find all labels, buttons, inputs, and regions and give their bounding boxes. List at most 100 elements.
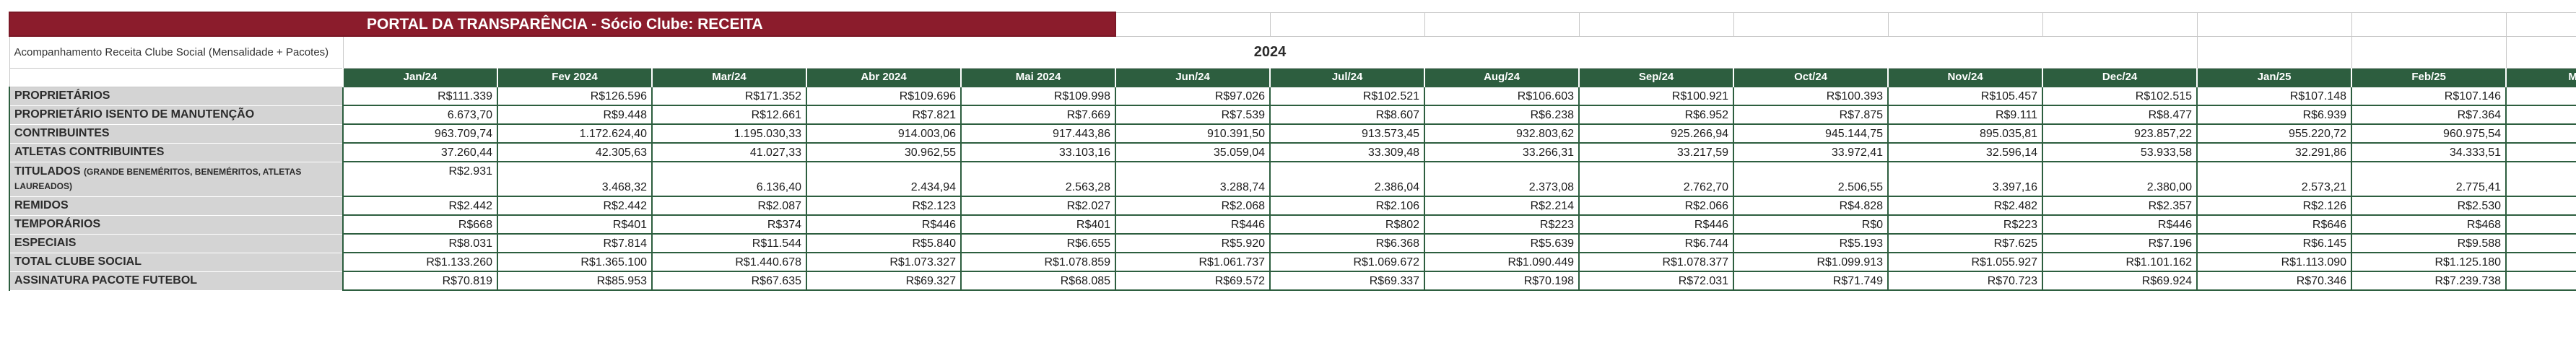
value-cell: R$1.125.180 xyxy=(2351,252,2507,272)
value-cell: R$70.819 xyxy=(342,271,498,291)
value-cell: R$8.607 xyxy=(1269,105,1426,125)
value-cell: R$100.921 xyxy=(1578,86,1735,106)
value-cell: R$102.521 xyxy=(1269,86,1426,106)
table-row: TEMPORÁRIOS R$668 R$401 R$374 R$446 R$401 R$44… xyxy=(9,214,2576,235)
value-cell: R$70.198 xyxy=(1424,271,1580,291)
value-cell: R$109.998 xyxy=(960,86,1117,106)
value-cell: R$7.539 xyxy=(1115,105,1271,125)
value-cell: 960.975,54 xyxy=(2351,123,2507,144)
value-cell: 955.220,72 xyxy=(2196,123,2353,144)
value-cell: R$1.848 xyxy=(2505,214,2576,235)
value-cell: 37.260,44 xyxy=(342,142,498,162)
value-cell: R$1.113.090 xyxy=(2196,252,2353,272)
value-cell: 913.573,45 xyxy=(1269,123,1426,144)
revenue-spreadsheet: PORTAL DA TRANSPARÊNCIA - Sócio Clube: R… xyxy=(8,12,2576,291)
value-cell: R$70.346 xyxy=(2196,271,2353,291)
row-label: TITULADOS (GRANDE BENEMÉRITOS, BENEMÉRIT… xyxy=(9,161,343,197)
value-cell: R$1.061.737 xyxy=(1115,252,1271,272)
value-cell: R$97.343 xyxy=(2505,86,2576,106)
value-cell: R$6.655 xyxy=(960,233,1117,253)
value-cell: R$7.364 xyxy=(2351,105,2507,125)
value-cell: R$5.840 xyxy=(806,233,962,253)
row-label: REMIDOS xyxy=(9,196,343,216)
row-label: TOTAL CLUBE SOCIAL xyxy=(9,252,343,272)
value-cell: R$7.625 xyxy=(1887,233,2044,253)
value-cell: 963.709,74 xyxy=(342,123,498,144)
value-cell: 3.288,74 xyxy=(1115,161,1271,197)
value-cell: R$9.588 xyxy=(2351,233,2507,253)
value-cell: R$69.327 xyxy=(806,271,962,291)
value-cell: R$171.352 xyxy=(651,86,807,106)
value-cell: R$126.596 xyxy=(497,86,653,106)
row-label: PROPRIETÁRIO ISENTO DE MANUTENÇÃO xyxy=(9,105,343,125)
value-cell: 2.373,08 xyxy=(1424,161,1580,197)
value-cell: R$2.123 xyxy=(806,196,962,216)
value-cell: R$5.639 xyxy=(1424,233,1580,253)
value-cell: R$111.339 xyxy=(342,86,498,106)
value-cell: R$6.939 xyxy=(2196,105,2353,125)
value-cell: R$107.146 xyxy=(2351,86,2507,106)
value-cell: 917.443,86 xyxy=(960,123,1117,144)
value-cell: 33.266,31 xyxy=(1424,142,1580,162)
month-header: Dec/24 xyxy=(2042,68,2198,87)
month-header: Sep/24 xyxy=(1578,68,1735,87)
month-header: Aug/24 xyxy=(1424,68,1580,87)
value-cell: R$0 xyxy=(1733,214,1889,235)
value-cell: R$69.924 xyxy=(2042,271,2198,291)
value-cell: R$468 xyxy=(2351,214,2507,235)
value-cell: 945.144,75 xyxy=(1733,123,1889,144)
value-cell: R$12.661 xyxy=(651,105,807,125)
value-cell: R$223 xyxy=(1887,214,2044,235)
value-cell: R$4.828 xyxy=(1733,196,1889,216)
value-cell: 1.195.030,33 xyxy=(651,123,807,144)
value-cell: R$70.723 xyxy=(1887,271,2044,291)
month-header: Oct/24 xyxy=(1733,68,1889,87)
month-header: Jul/24 xyxy=(1269,68,1426,87)
value-cell: R$68.085 xyxy=(960,271,1117,291)
value-cell: 923.857,22 xyxy=(2042,123,2198,144)
value-cell: 53.933,58 xyxy=(2042,142,2198,162)
value-cell: 41.027,33 xyxy=(651,142,807,162)
value-cell: R$9.448 xyxy=(497,105,653,125)
value-cell: 2.067,44 xyxy=(2505,161,2576,197)
value-cell: R$2.126 xyxy=(2196,196,2353,216)
row-label: ASSINATURA PACOTE FUTEBOL xyxy=(9,271,343,291)
value-cell: 925.266,94 xyxy=(1578,123,1735,144)
value-cell: R$8.477 xyxy=(2042,105,2198,125)
value-cell: R$67.635 xyxy=(651,271,807,291)
value-cell: 6.136,40 xyxy=(651,161,807,197)
month-header: Jan/24 xyxy=(342,68,498,87)
table-row: PROPRIETÁRIO ISENTO DE MANUTENÇÃO 6.673,7… xyxy=(9,105,2576,125)
month-header: Feb/25 xyxy=(2351,68,2507,87)
value-cell: R$1.078.377 xyxy=(1578,252,1735,272)
value-cell: 2.506,55 xyxy=(1733,161,1889,197)
table-row: CONTRIBUINTES 963.709,74 1.172.624,40 1.195… xyxy=(9,123,2576,144)
value-cell: R$2.442 xyxy=(497,196,653,216)
value-cell: R$7.814 xyxy=(497,233,653,253)
value-cell: 33.217,59 xyxy=(1578,142,1735,162)
value-cell: R$107.148 xyxy=(2196,86,2353,106)
value-cell: 34.333,51 xyxy=(2351,142,2507,162)
value-cell: 33.309,48 xyxy=(1269,142,1426,162)
value-cell: R$5.920 xyxy=(1115,233,1271,253)
value-cell: 875.337,15 xyxy=(2505,123,2576,144)
month-header: Jan/25 xyxy=(2196,68,2353,87)
table-row: REMIDOS R$2.442 R$2.442 R$2.087 R$2.123 R$2.0… xyxy=(9,196,2576,216)
value-cell: R$1.078.859 xyxy=(960,252,1117,272)
value-cell: 2.775,41 xyxy=(2351,161,2507,197)
value-cell: R$6.446 xyxy=(2505,233,2576,253)
value-cell: R$2.068 xyxy=(1115,196,1271,216)
value-cell: R$2.066 xyxy=(1578,196,1735,216)
value-cell: R$65.279 xyxy=(2505,271,2576,291)
value-cell: R$6.952 xyxy=(1578,105,1735,125)
month-header: Mar/24 xyxy=(651,68,807,87)
table-row: PROPRIETÁRIOS R$111.339 R$126.596 R$171.352… xyxy=(9,86,2576,106)
value-cell: R$1.440.678 xyxy=(651,252,807,272)
value-cell: 910.391,50 xyxy=(1115,123,1271,144)
value-cell: R$2.442 xyxy=(342,196,498,216)
value-cell: R$71.749 xyxy=(1733,271,1889,291)
month-header: Mai 2024 xyxy=(960,68,1117,87)
value-cell: 895.035,81 xyxy=(1887,123,2044,144)
value-cell: 32.596,14 xyxy=(1887,142,2044,162)
value-cell: R$1.365.100 xyxy=(497,252,653,272)
